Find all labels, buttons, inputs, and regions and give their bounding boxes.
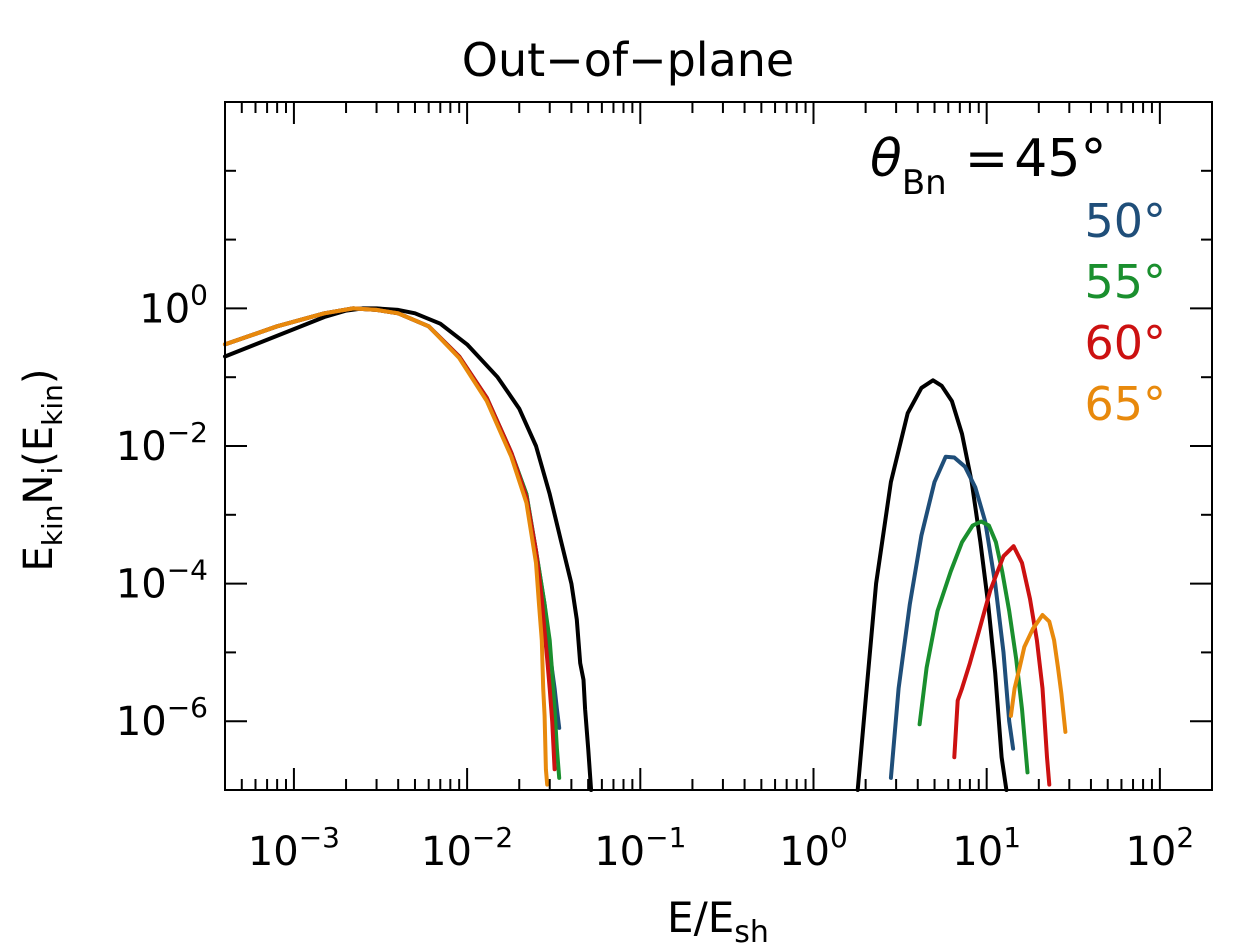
x-axis-label: E/Esh [667, 893, 769, 944]
x-axis-label-main: E/E [667, 893, 734, 942]
x-axis-label-subscript: sh [734, 915, 769, 944]
y-tick-label: 10−6 [116, 691, 208, 745]
y-axis-label-part: E [16, 546, 62, 571]
legend-theta-subscript: Bn [902, 163, 947, 203]
x-tick-base: 10 [594, 829, 645, 875]
chart-title: Out−of−plane [462, 33, 794, 87]
y-tick-exponent: −2 [167, 416, 208, 449]
x-tick-base: 10 [248, 829, 299, 875]
legend-entry: 65° [1084, 377, 1166, 431]
legend-header: θBn = 45° [870, 129, 1106, 203]
x-tick-exponent: −1 [645, 821, 686, 854]
legend-theta-symbol: θ [870, 129, 902, 189]
x-tick-exponent: −2 [472, 821, 513, 854]
label-layer: 10−3 10−2 10−1 100 101 10210010−210−410−6E/Es… [16, 278, 1194, 944]
x-tick-label: 10−3 [248, 821, 340, 875]
x-tick-exponent: −3 [299, 821, 340, 854]
tick-layer [224, 102, 1213, 791]
legend-entry-45: 45° [1014, 129, 1106, 189]
y-tick-exponent: −6 [167, 691, 208, 724]
y-tick-base: 10 [139, 286, 190, 332]
series-line-65deg-segment-2 [1008, 613, 1068, 734]
x-tick-base: 10 [952, 829, 1003, 875]
x-tick-base: 10 [1125, 829, 1176, 875]
legend-entry: 50° [1084, 194, 1166, 248]
legend-entry: 55° [1084, 255, 1166, 309]
y-axis-label: EkinNi(Ekin) [16, 369, 69, 572]
y-tick-base: 10 [116, 424, 167, 470]
legend-equals: = [965, 129, 1009, 189]
legend-entry: 60° [1084, 316, 1166, 370]
x-tick-exponent: 0 [830, 821, 848, 854]
series-line-45deg-segment-2 [855, 378, 1009, 792]
series-layer [223, 306, 1068, 792]
series-line-60deg-segment-2 [952, 544, 1052, 787]
x-tick-label: 10−1 [594, 821, 686, 875]
x-tick-exponent: 1 [1003, 821, 1021, 854]
series-line-55deg-segment-2 [917, 519, 1030, 775]
x-tick-base: 10 [779, 829, 830, 875]
y-tick-label: 10−2 [116, 416, 208, 470]
x-tick-label: 101 [952, 821, 1021, 875]
y-tick-base: 10 [116, 699, 167, 745]
series-line-65deg-segment-1 [223, 306, 550, 787]
y-axis-label-part: (E [16, 426, 62, 467]
x-tick-exponent: 2 [1176, 821, 1194, 854]
y-axis-label-part: kin [36, 384, 69, 426]
y-axis-label-part: ) [16, 369, 62, 385]
y-tick-exponent: 0 [190, 278, 208, 311]
series-line-50deg-segment-2 [888, 454, 1016, 780]
y-tick-label: 100 [139, 278, 208, 332]
y-tick-exponent: −4 [167, 554, 208, 587]
y-tick-base: 10 [116, 562, 167, 608]
y-axis-label-part: i [36, 467, 69, 475]
y-axis-label-part: N [16, 475, 62, 505]
x-tick-label: 10−2 [421, 821, 513, 875]
x-tick-base: 10 [421, 829, 472, 875]
y-tick-label: 10−4 [116, 554, 208, 608]
y-axis-label-part: kin [36, 504, 69, 546]
x-tick-label: 102 [1125, 821, 1194, 875]
legend: θBn = 45°50° 55° 60° 65° [870, 129, 1166, 431]
x-tick-label: 100 [779, 821, 848, 875]
